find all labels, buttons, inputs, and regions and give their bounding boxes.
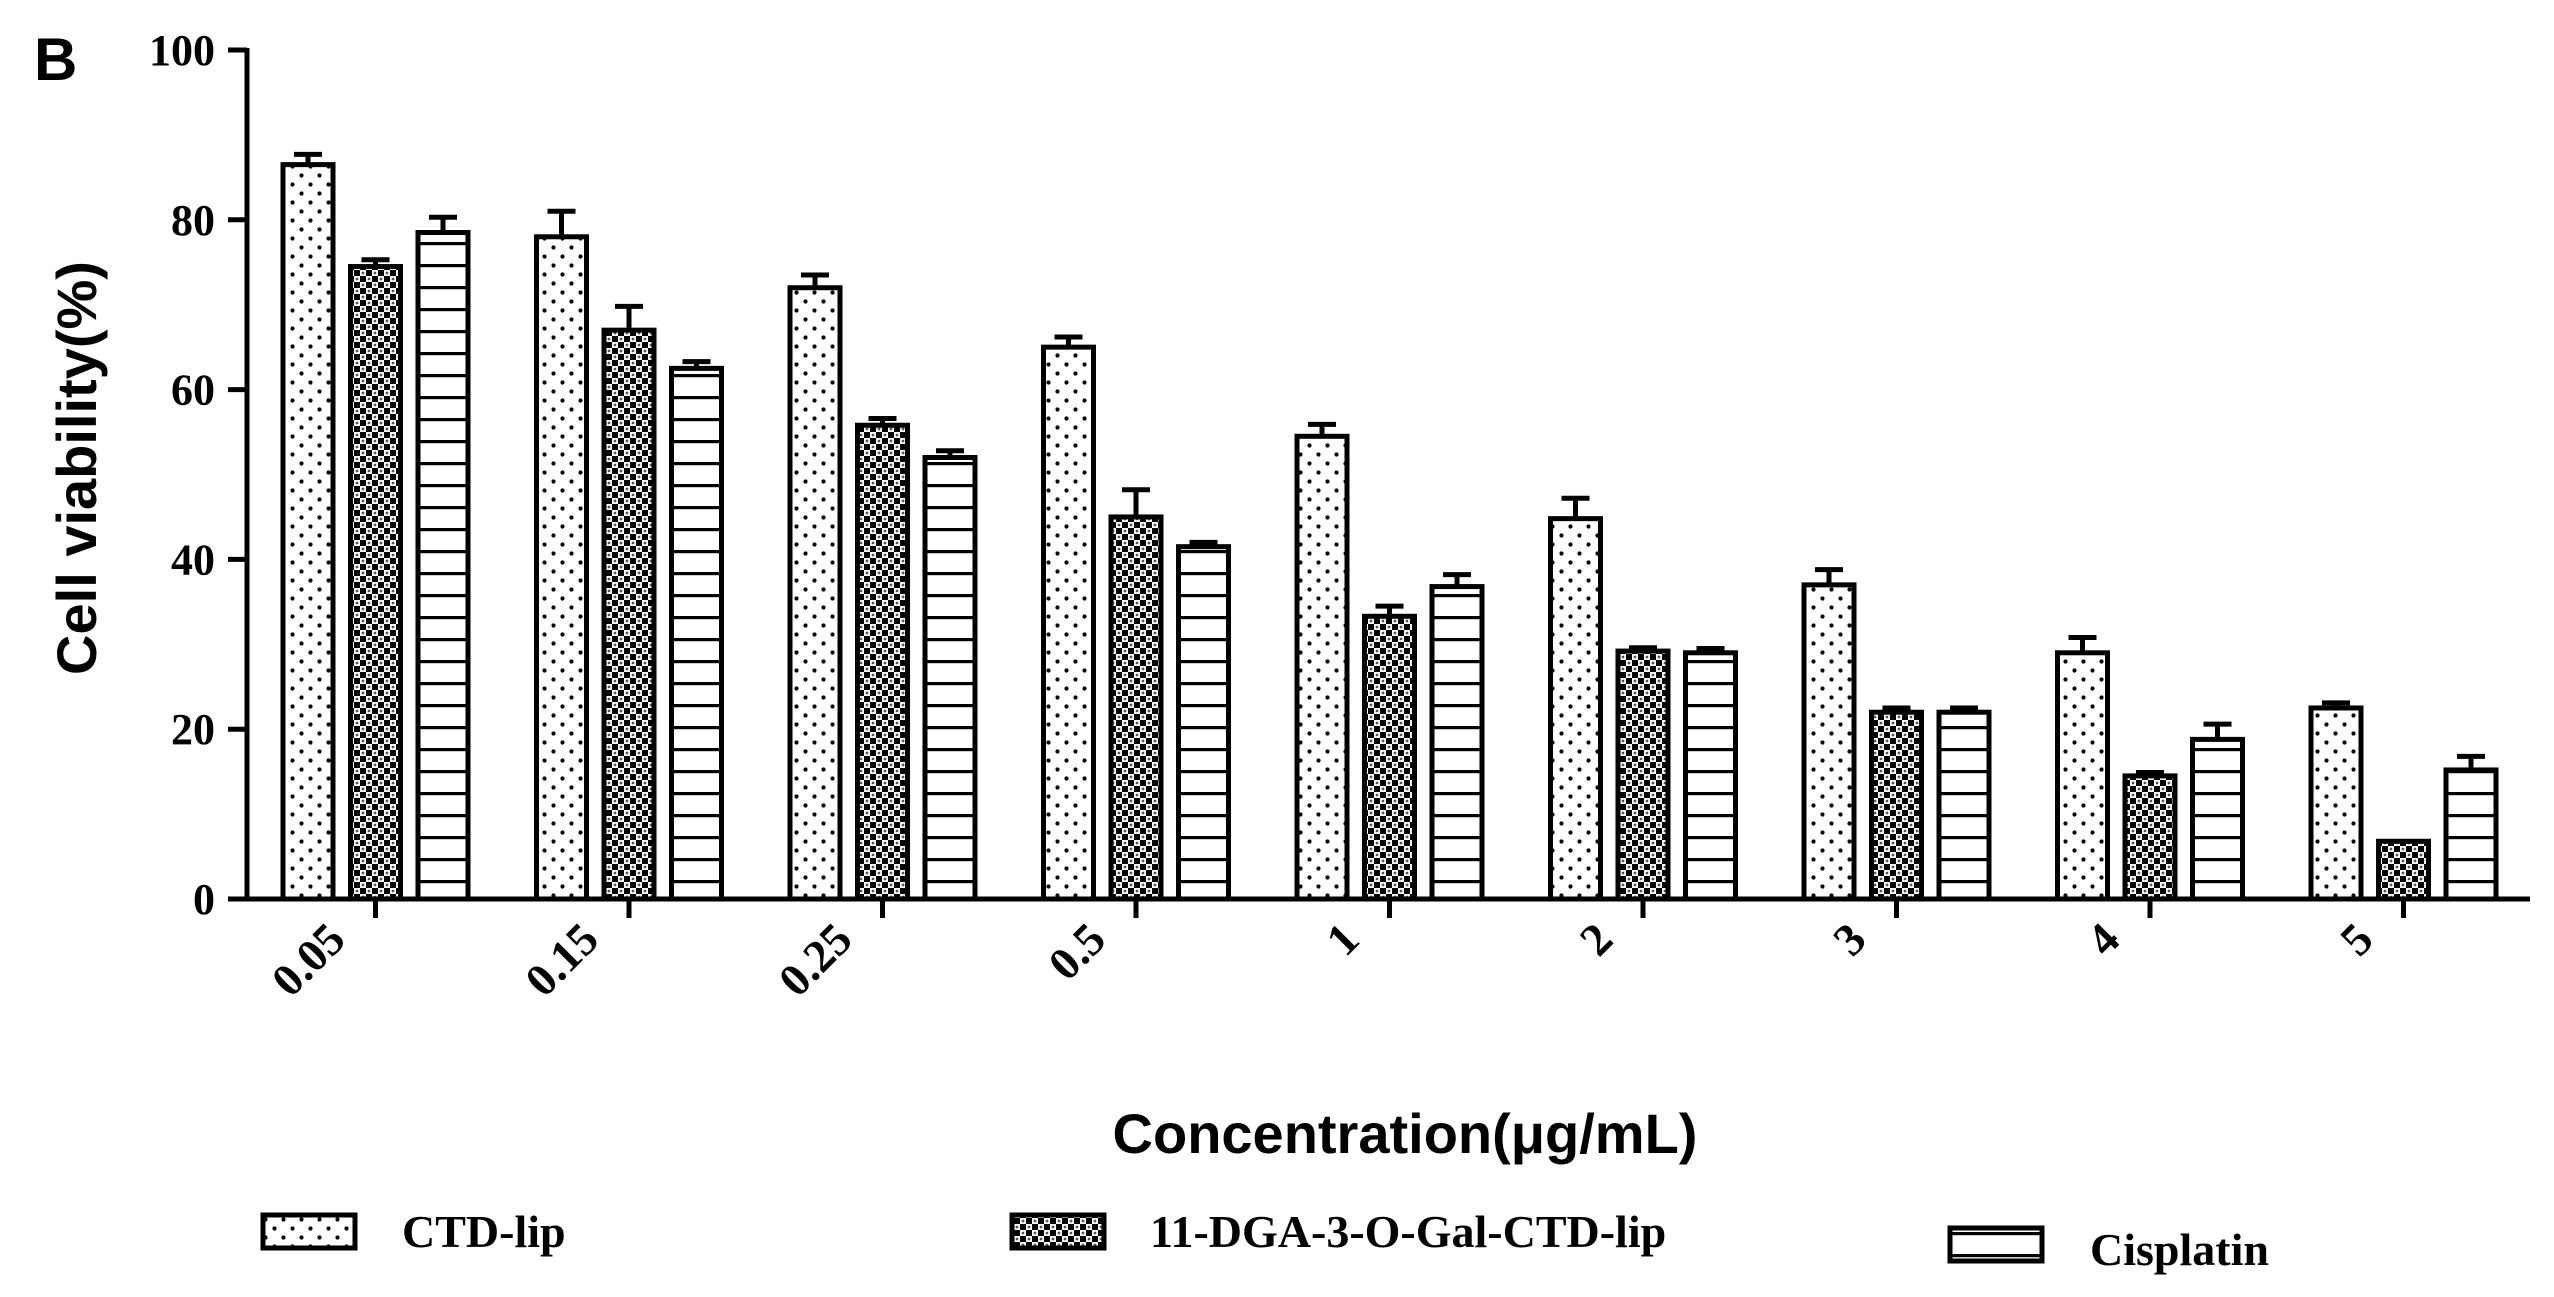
bar-cisplatin-1: [1429, 584, 1485, 902]
bar-cisplatin-0-15: [669, 365, 724, 902]
x-tick-label: 0.25: [769, 913, 862, 1006]
bar-ctd-lip-2: [1548, 516, 1603, 902]
bar-ctd-lip-5: [2308, 705, 2364, 902]
bar-ctd-lip-0-15: [534, 234, 589, 902]
bar-group-2: [1548, 495, 1738, 902]
bar-cisplatin-2: [1683, 650, 1738, 902]
bar-11-dga-3-o-gal-ctd-lip-5: [2376, 838, 2431, 902]
bar-group-0-5: [1041, 334, 1231, 902]
bar-cisplatin-3: [1936, 709, 1992, 902]
legend-item-cisplatin: Cisplatin: [1947, 1224, 2269, 1275]
x-axis-title: Concentration(μg/mL): [1113, 1102, 1698, 1165]
y-tick-label: 0: [193, 875, 215, 924]
y-tick-label: 80: [171, 196, 215, 245]
legend-swatch-dots: [260, 1212, 358, 1251]
bar-11-dga-3-o-gal-ctd-lip-0-5: [1108, 514, 1164, 902]
bar-11-dga-3-o-gal-ctd-lip-3: [1869, 709, 1924, 902]
bar-11-dga-3-o-gal-ctd-lip-0-15: [601, 327, 657, 902]
y-axis-title: Cell viability(%): [45, 261, 108, 675]
bar-group-0-25: [787, 272, 978, 902]
x-axis-ticks: 0.05 0.15 0.25 0.5 1 2 3 4 5: [262, 899, 2406, 1006]
legend-swatch-crosshatch: [1009, 1212, 1107, 1251]
bar-11-dga-3-o-gal-ctd-lip-1: [1362, 613, 1417, 902]
bar-ctd-lip-0-05: [280, 162, 336, 902]
bar-group-5: [2308, 700, 2499, 902]
x-tick-label: 0.05: [262, 913, 355, 1006]
x-tick-label: 0.15: [515, 913, 608, 1006]
bar-cisplatin-0-5: [1176, 544, 1231, 902]
bar-11-dga-3-o-gal-ctd-lip-0-25: [855, 422, 910, 902]
y-tick-label: 40: [171, 535, 215, 584]
bar-ctd-lip-4: [2055, 650, 2110, 902]
bar-group-3: [1801, 567, 1992, 902]
bar-group-0-15: [534, 208, 724, 902]
x-tick-label: 2: [1570, 913, 1622, 965]
bar-cisplatin-5: [2443, 767, 2499, 902]
y-tick-label: 100: [149, 26, 215, 75]
x-tick-label: 1: [1316, 913, 1368, 965]
bar-group-0-05: [280, 151, 471, 902]
legend-item-ctd-lip: CTD-lip: [260, 1206, 566, 1257]
bar-11-dga-3-o-gal-ctd-lip-4: [2122, 773, 2178, 902]
bar-11-dga-3-o-gal-ctd-lip-0-05: [348, 263, 403, 902]
x-tick-label: 5: [2330, 913, 2382, 965]
panel-label: B: [34, 26, 77, 93]
bar-11-dga-3-o-gal-ctd-lip-2: [1615, 648, 1671, 902]
bar-ctd-lip-3: [1801, 582, 1857, 902]
x-tick-label: 0.5: [1038, 913, 1115, 990]
bar-cisplatin-4: [2190, 736, 2245, 902]
legend-label-11-dga-3-o-gal-ctd-lip: 11-DGA-3-O-Gal-CTD-lip: [1150, 1206, 1666, 1257]
bar-groups: [280, 151, 2499, 902]
legend-swatch-horizontal-lines: [1947, 1225, 2045, 1264]
bar-ctd-lip-0-5: [1041, 344, 1096, 902]
bar-cisplatin-0-25: [922, 455, 978, 902]
y-axis-ticks: 0 20 40 60 80 100: [149, 26, 247, 924]
legend: CTD-lip 11-DGA-3-O-Gal-CTD-lip Cisplatin: [260, 1206, 2269, 1275]
bar-group-1: [1294, 421, 1485, 902]
y-tick-label: 20: [171, 705, 215, 754]
bar-group-4: [2055, 635, 2245, 902]
bar-ctd-lip-1: [1294, 433, 1350, 902]
bar-cisplatin-0-05: [415, 230, 471, 902]
legend-label-ctd-lip: CTD-lip: [402, 1206, 566, 1257]
x-tick-label: 4: [2077, 913, 2129, 965]
legend-label-cisplatin: Cisplatin: [2090, 1224, 2269, 1275]
bar-ctd-lip-0-25: [787, 285, 843, 902]
legend-item-11-dga-3-o-gal-ctd-lip: 11-DGA-3-O-Gal-CTD-lip: [1009, 1206, 1666, 1257]
x-tick-label: 3: [1823, 913, 1875, 965]
y-tick-label: 60: [171, 366, 215, 415]
